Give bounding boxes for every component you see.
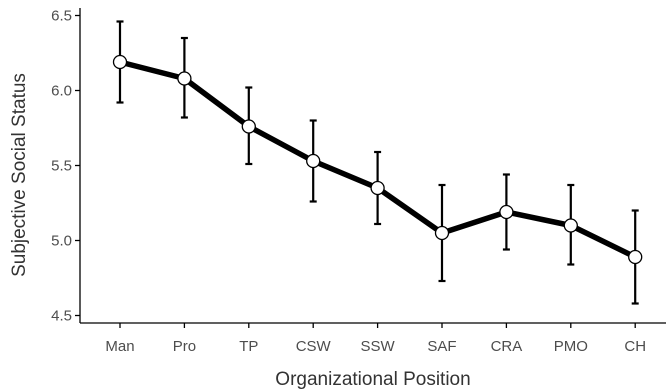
y-tick-label: 6.5 — [51, 8, 72, 25]
data-point — [370, 180, 385, 196]
x-tick-label: CH — [624, 338, 646, 355]
data-point — [434, 225, 450, 241]
y-tick-label: 5.0 — [51, 233, 72, 250]
x-tick-label: SAF — [427, 338, 456, 355]
x-tick-label: Pro — [173, 338, 196, 355]
x-tick-label: PMO — [554, 338, 588, 355]
data-point — [177, 71, 192, 86]
x-tick-label: Man — [105, 338, 134, 355]
data-point — [112, 54, 128, 70]
x-tick-label: SSW — [361, 338, 396, 355]
error-bars — [116, 20, 639, 305]
y-axis-title: Subjective Social Status — [9, 73, 30, 277]
y-tick-label: 5.5 — [51, 158, 72, 175]
x-axis-title: Organizational Position — [275, 369, 470, 390]
data-point — [628, 249, 643, 265]
data-point — [563, 218, 578, 233]
y-tick-label: 6.0 — [51, 83, 72, 100]
x-tick-label: CSW — [296, 338, 332, 355]
data-point — [306, 153, 321, 169]
y-tick-label: 4.5 — [51, 308, 72, 325]
x-axis-ticks: Man Pro TP CSW SSW SAF CRA PMO CH — [105, 323, 646, 355]
data-point — [241, 119, 256, 134]
data-points — [112, 54, 643, 265]
x-tick-label: CRA — [491, 338, 523, 355]
y-axis-ticks: 4.5 5.0 5.5 6.0 6.5 — [51, 8, 80, 325]
axes — [79, 8, 666, 324]
data-point — [499, 204, 514, 220]
x-tick-label: TP — [239, 338, 258, 355]
